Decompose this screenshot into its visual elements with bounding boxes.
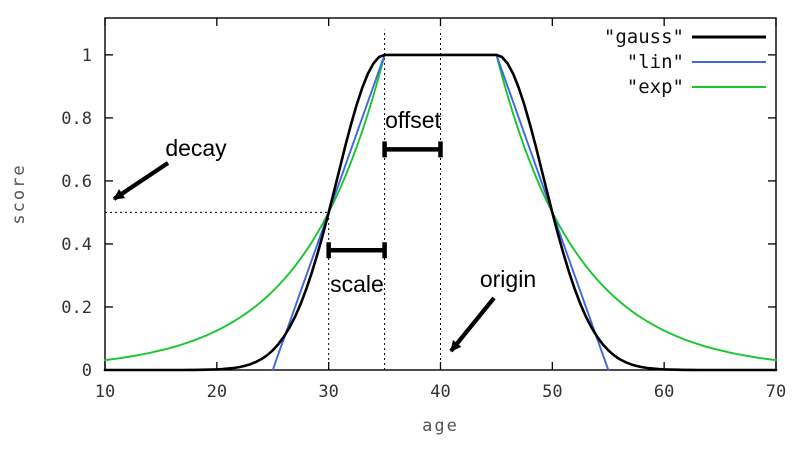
y-axis-title: score xyxy=(9,163,29,224)
annotation-label-decay: decay xyxy=(165,135,227,161)
y-tick-label: 0.8 xyxy=(61,109,92,129)
guides xyxy=(105,29,441,370)
y-tick-label: 0.4 xyxy=(61,235,92,255)
x-axis-title: age xyxy=(422,416,459,436)
annotation-label-origin: origin xyxy=(480,266,536,292)
legend-label: "exp" xyxy=(627,76,684,98)
y-tick-label: 0.6 xyxy=(61,172,92,192)
x-tick-label: 10 xyxy=(95,382,115,402)
annotation-label-offset: offset xyxy=(385,107,441,133)
legend: "gauss" "lin" "exp" xyxy=(604,26,766,98)
y-tick-label: 0 xyxy=(82,361,92,381)
y-axis: 0 0.2 0.4 0.6 0.8 1 score xyxy=(9,46,776,381)
series-line-lin xyxy=(271,53,610,371)
x-tick-label: 60 xyxy=(654,382,674,402)
y-tick-label: 0.2 xyxy=(61,298,92,318)
x-tick-label: 40 xyxy=(430,382,450,402)
annotations: decay offset scale origin xyxy=(112,107,536,353)
x-tick-label: 20 xyxy=(207,382,227,402)
series xyxy=(103,53,778,372)
x-tick-label: 70 xyxy=(766,382,786,402)
series-line-gauss xyxy=(103,53,778,372)
annotation-label-scale: scale xyxy=(330,271,384,297)
y-tick-label: 1 xyxy=(82,46,92,66)
legend-label: "lin" xyxy=(627,51,684,73)
legend-label: "gauss" xyxy=(604,26,684,48)
origin-arrow xyxy=(449,296,496,353)
x-tick-label: 30 xyxy=(318,382,338,402)
decay-arrow xyxy=(112,161,170,201)
x-tick-label: 50 xyxy=(542,382,562,402)
